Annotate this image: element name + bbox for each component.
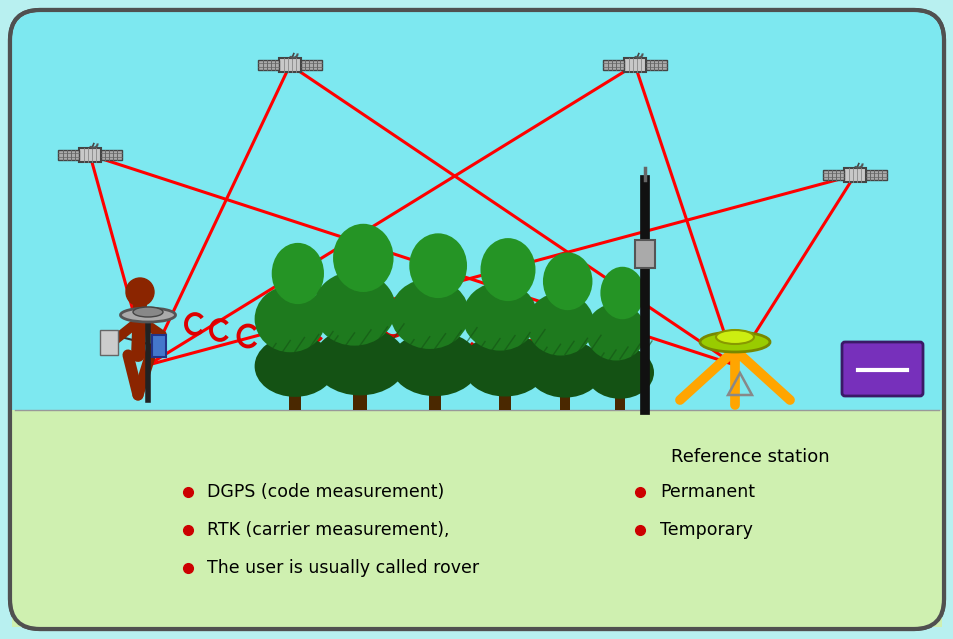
- Bar: [258, 60, 279, 70]
- Bar: [428, 388, 441, 410]
- Ellipse shape: [599, 266, 643, 320]
- Ellipse shape: [390, 332, 479, 396]
- Text: RTK (carrier measurement),: RTK (carrier measurement),: [207, 521, 449, 539]
- Bar: [79, 148, 100, 162]
- Bar: [645, 60, 666, 70]
- Ellipse shape: [132, 307, 163, 317]
- Bar: [843, 168, 864, 182]
- Bar: [100, 330, 118, 355]
- Bar: [822, 170, 843, 180]
- Ellipse shape: [542, 252, 592, 310]
- Bar: [12, 410, 941, 627]
- Ellipse shape: [700, 332, 769, 352]
- Text: Permanent: Permanent: [659, 483, 754, 501]
- FancyBboxPatch shape: [841, 342, 923, 396]
- Bar: [300, 60, 321, 70]
- FancyBboxPatch shape: [12, 12, 941, 627]
- Ellipse shape: [585, 346, 654, 399]
- Text: Temporary: Temporary: [659, 521, 752, 539]
- Ellipse shape: [254, 286, 326, 352]
- Bar: [100, 150, 121, 160]
- Ellipse shape: [526, 293, 594, 355]
- Ellipse shape: [526, 340, 602, 397]
- Ellipse shape: [462, 334, 547, 397]
- Ellipse shape: [313, 327, 406, 396]
- Bar: [498, 389, 511, 410]
- Bar: [353, 387, 366, 410]
- FancyBboxPatch shape: [10, 10, 943, 629]
- Ellipse shape: [313, 272, 395, 346]
- Text: DGPS (code measurement): DGPS (code measurement): [207, 483, 444, 501]
- Ellipse shape: [480, 238, 535, 301]
- Bar: [635, 240, 655, 268]
- Bar: [152, 335, 166, 357]
- Bar: [58, 150, 79, 160]
- Bar: [864, 170, 885, 180]
- Bar: [559, 390, 570, 410]
- Ellipse shape: [462, 282, 537, 351]
- Ellipse shape: [585, 304, 645, 360]
- Ellipse shape: [716, 330, 753, 344]
- Ellipse shape: [390, 279, 469, 349]
- Ellipse shape: [254, 335, 335, 397]
- Circle shape: [126, 278, 153, 306]
- Ellipse shape: [333, 224, 394, 292]
- Bar: [279, 58, 300, 72]
- Bar: [289, 389, 300, 410]
- Ellipse shape: [120, 308, 175, 322]
- Text: Reference station: Reference station: [670, 448, 828, 466]
- Bar: [623, 58, 645, 72]
- Ellipse shape: [272, 243, 324, 304]
- Text: The user is usually called rover: The user is usually called rover: [207, 559, 478, 577]
- Bar: [603, 60, 623, 70]
- Bar: [615, 392, 624, 410]
- Ellipse shape: [409, 233, 467, 298]
